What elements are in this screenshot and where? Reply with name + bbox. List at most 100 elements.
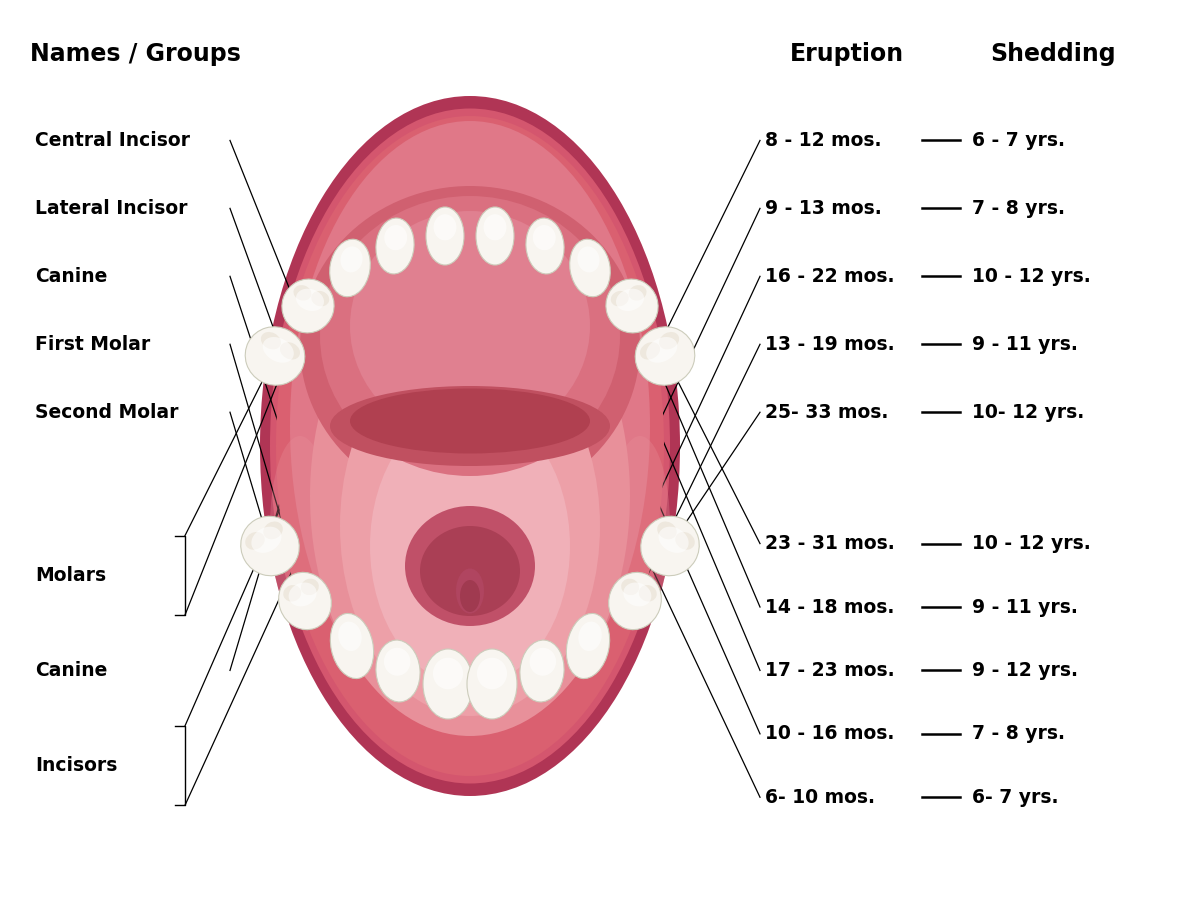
Text: 14 - 18 mos.: 14 - 18 mos. xyxy=(766,598,894,616)
Ellipse shape xyxy=(484,214,506,240)
Ellipse shape xyxy=(276,116,664,776)
Ellipse shape xyxy=(577,246,600,273)
Text: 17 - 23 mos.: 17 - 23 mos. xyxy=(766,661,895,680)
Ellipse shape xyxy=(260,332,281,350)
Ellipse shape xyxy=(311,291,329,306)
Text: Eruption: Eruption xyxy=(790,42,904,66)
Ellipse shape xyxy=(376,640,420,702)
Ellipse shape xyxy=(426,207,464,265)
Ellipse shape xyxy=(420,526,520,616)
Ellipse shape xyxy=(476,207,514,265)
Ellipse shape xyxy=(526,218,564,274)
Ellipse shape xyxy=(384,648,410,676)
Text: 6 - 7 yrs.: 6 - 7 yrs. xyxy=(972,131,1066,149)
Ellipse shape xyxy=(611,291,629,306)
Ellipse shape xyxy=(659,332,679,350)
Ellipse shape xyxy=(376,218,414,274)
Text: 10 - 12 yrs.: 10 - 12 yrs. xyxy=(972,535,1091,553)
Ellipse shape xyxy=(350,389,590,454)
Ellipse shape xyxy=(370,406,570,686)
Text: 25- 33 mos.: 25- 33 mos. xyxy=(766,403,888,421)
Text: Second Molar: Second Molar xyxy=(35,403,179,421)
Ellipse shape xyxy=(283,585,301,602)
Text: Names / Groups: Names / Groups xyxy=(30,42,241,66)
Ellipse shape xyxy=(263,337,294,362)
Ellipse shape xyxy=(658,522,677,539)
Ellipse shape xyxy=(606,279,658,333)
Text: Shedding: Shedding xyxy=(990,42,1116,66)
Text: 6- 7 yrs.: 6- 7 yrs. xyxy=(972,788,1058,806)
Text: 13 - 19 mos.: 13 - 19 mos. xyxy=(766,335,895,353)
Ellipse shape xyxy=(676,532,695,550)
Ellipse shape xyxy=(290,121,650,731)
Text: Canine: Canine xyxy=(35,267,107,285)
Ellipse shape xyxy=(460,580,480,612)
Ellipse shape xyxy=(608,573,661,630)
Ellipse shape xyxy=(616,289,644,311)
Ellipse shape xyxy=(245,327,305,385)
Ellipse shape xyxy=(350,211,590,441)
Text: 6- 10 mos.: 6- 10 mos. xyxy=(766,788,875,806)
Ellipse shape xyxy=(424,649,473,719)
Ellipse shape xyxy=(289,583,317,606)
Ellipse shape xyxy=(241,516,299,575)
Ellipse shape xyxy=(635,327,695,385)
Ellipse shape xyxy=(646,337,677,362)
Ellipse shape xyxy=(341,246,362,273)
Text: 16 - 22 mos.: 16 - 22 mos. xyxy=(766,267,894,285)
Text: First Molar: First Molar xyxy=(35,335,150,353)
Ellipse shape xyxy=(533,225,556,250)
Ellipse shape xyxy=(641,516,700,575)
Ellipse shape xyxy=(629,285,647,301)
Ellipse shape xyxy=(330,613,373,679)
Ellipse shape xyxy=(640,342,660,360)
Text: 10 - 16 mos.: 10 - 16 mos. xyxy=(766,725,894,743)
Ellipse shape xyxy=(280,342,300,360)
Text: 10- 12 yrs.: 10- 12 yrs. xyxy=(972,403,1085,421)
Ellipse shape xyxy=(433,658,463,689)
Ellipse shape xyxy=(245,532,265,550)
Ellipse shape xyxy=(301,579,319,595)
Text: Incisors: Incisors xyxy=(35,757,118,775)
Ellipse shape xyxy=(638,585,656,602)
Ellipse shape xyxy=(278,573,331,630)
Text: Molars: Molars xyxy=(35,566,106,584)
Ellipse shape xyxy=(566,613,610,679)
Ellipse shape xyxy=(282,279,334,333)
Ellipse shape xyxy=(330,386,610,466)
Ellipse shape xyxy=(659,526,689,553)
Text: 7 - 8 yrs.: 7 - 8 yrs. xyxy=(972,199,1066,217)
Ellipse shape xyxy=(310,256,630,736)
Text: 9 - 13 mos.: 9 - 13 mos. xyxy=(766,199,882,217)
Ellipse shape xyxy=(260,96,680,796)
Ellipse shape xyxy=(478,658,508,689)
Ellipse shape xyxy=(296,289,324,311)
Text: 9 - 11 yrs.: 9 - 11 yrs. xyxy=(972,335,1078,353)
Ellipse shape xyxy=(330,239,371,297)
Ellipse shape xyxy=(622,579,640,595)
Ellipse shape xyxy=(623,583,652,606)
Ellipse shape xyxy=(294,285,311,301)
Ellipse shape xyxy=(406,506,535,626)
Ellipse shape xyxy=(263,522,283,539)
Ellipse shape xyxy=(456,568,484,613)
Ellipse shape xyxy=(340,336,600,716)
Text: Central Incisor: Central Incisor xyxy=(35,131,190,149)
Ellipse shape xyxy=(338,622,361,651)
Text: 7 - 8 yrs.: 7 - 8 yrs. xyxy=(972,725,1066,743)
Ellipse shape xyxy=(570,239,611,297)
Text: Lateral Incisor: Lateral Incisor xyxy=(35,199,187,217)
Text: 23 - 31 mos.: 23 - 31 mos. xyxy=(766,535,895,553)
Ellipse shape xyxy=(529,648,556,676)
Ellipse shape xyxy=(384,225,407,250)
Text: 10 - 12 yrs.: 10 - 12 yrs. xyxy=(972,267,1091,285)
Text: 9 - 12 yrs.: 9 - 12 yrs. xyxy=(972,661,1078,680)
Text: 9 - 11 yrs.: 9 - 11 yrs. xyxy=(972,598,1078,616)
Text: 8 - 12 mos.: 8 - 12 mos. xyxy=(766,131,882,149)
Ellipse shape xyxy=(610,436,670,616)
Ellipse shape xyxy=(467,649,517,719)
Ellipse shape xyxy=(270,436,330,616)
Ellipse shape xyxy=(251,526,282,553)
Ellipse shape xyxy=(270,109,670,784)
Ellipse shape xyxy=(300,186,640,506)
